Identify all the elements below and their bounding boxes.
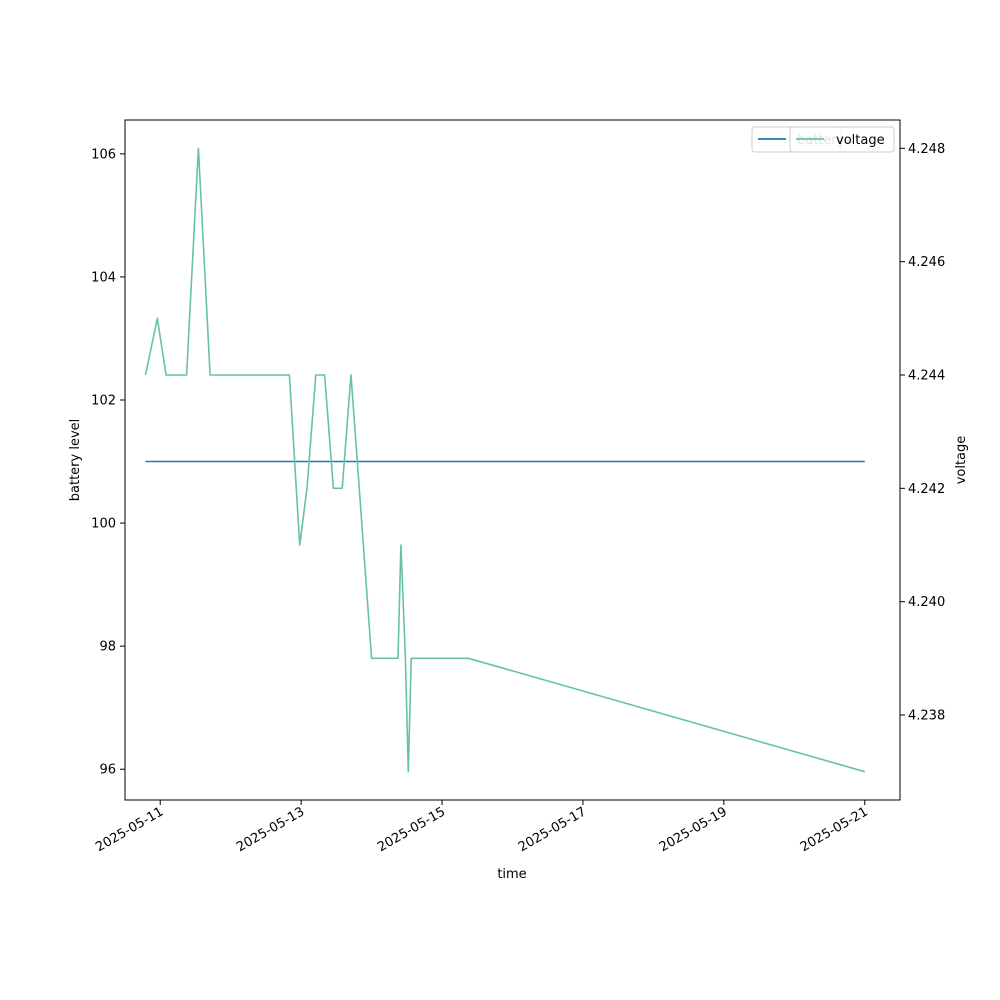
legend-voltage-frame <box>789 126 895 153</box>
y-axis-label-right: voltage <box>954 436 969 485</box>
plot-area <box>144 147 866 773</box>
y-left-tick-label: 96 <box>99 763 116 778</box>
x-tick-label: 2025-05-11 <box>93 804 166 855</box>
y-right-tick-label: 4.246 <box>908 255 945 270</box>
axes: 2025-05-11 2025-05-13 2025-05-15 2025-05-17… <box>91 119 945 855</box>
x-tick-label: 2025-05-13 <box>234 804 307 855</box>
series-line-voltage <box>144 147 866 773</box>
x-tick-label: 2025-05-21 <box>798 804 871 855</box>
x-tick-label: 2025-05-19 <box>657 804 730 855</box>
y-right-tick-label: 4.244 <box>908 369 945 384</box>
axes-frame <box>124 119 901 801</box>
x-tick-label: 2025-05-15 <box>375 804 448 855</box>
y-left-tick-label: 100 <box>91 517 116 532</box>
y-left-tick-label: 106 <box>91 147 116 162</box>
y-left-tick-label: 98 <box>99 640 116 655</box>
y-left-tick-label: 102 <box>91 394 116 409</box>
x-axis-label: time <box>497 867 526 882</box>
y-right-tick-label: 4.242 <box>908 482 945 497</box>
legend-voltage: voltage <box>789 126 895 153</box>
y-right-tick-label: 4.238 <box>908 709 945 724</box>
y-axis-label-left: battery level <box>68 419 83 502</box>
x-tick-label: 2025-05-17 <box>516 804 589 855</box>
y-right-tick-label: 4.248 <box>908 142 945 157</box>
legend-voltage-label: voltage <box>836 133 885 148</box>
y-right-tick-label: 4.240 <box>908 595 945 610</box>
y-left-tick-label: 104 <box>91 270 116 285</box>
